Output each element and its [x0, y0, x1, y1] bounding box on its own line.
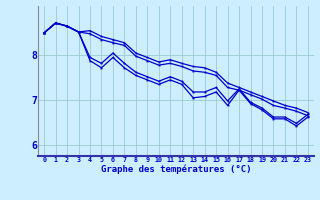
- X-axis label: Graphe des températures (°C): Graphe des températures (°C): [101, 165, 251, 174]
